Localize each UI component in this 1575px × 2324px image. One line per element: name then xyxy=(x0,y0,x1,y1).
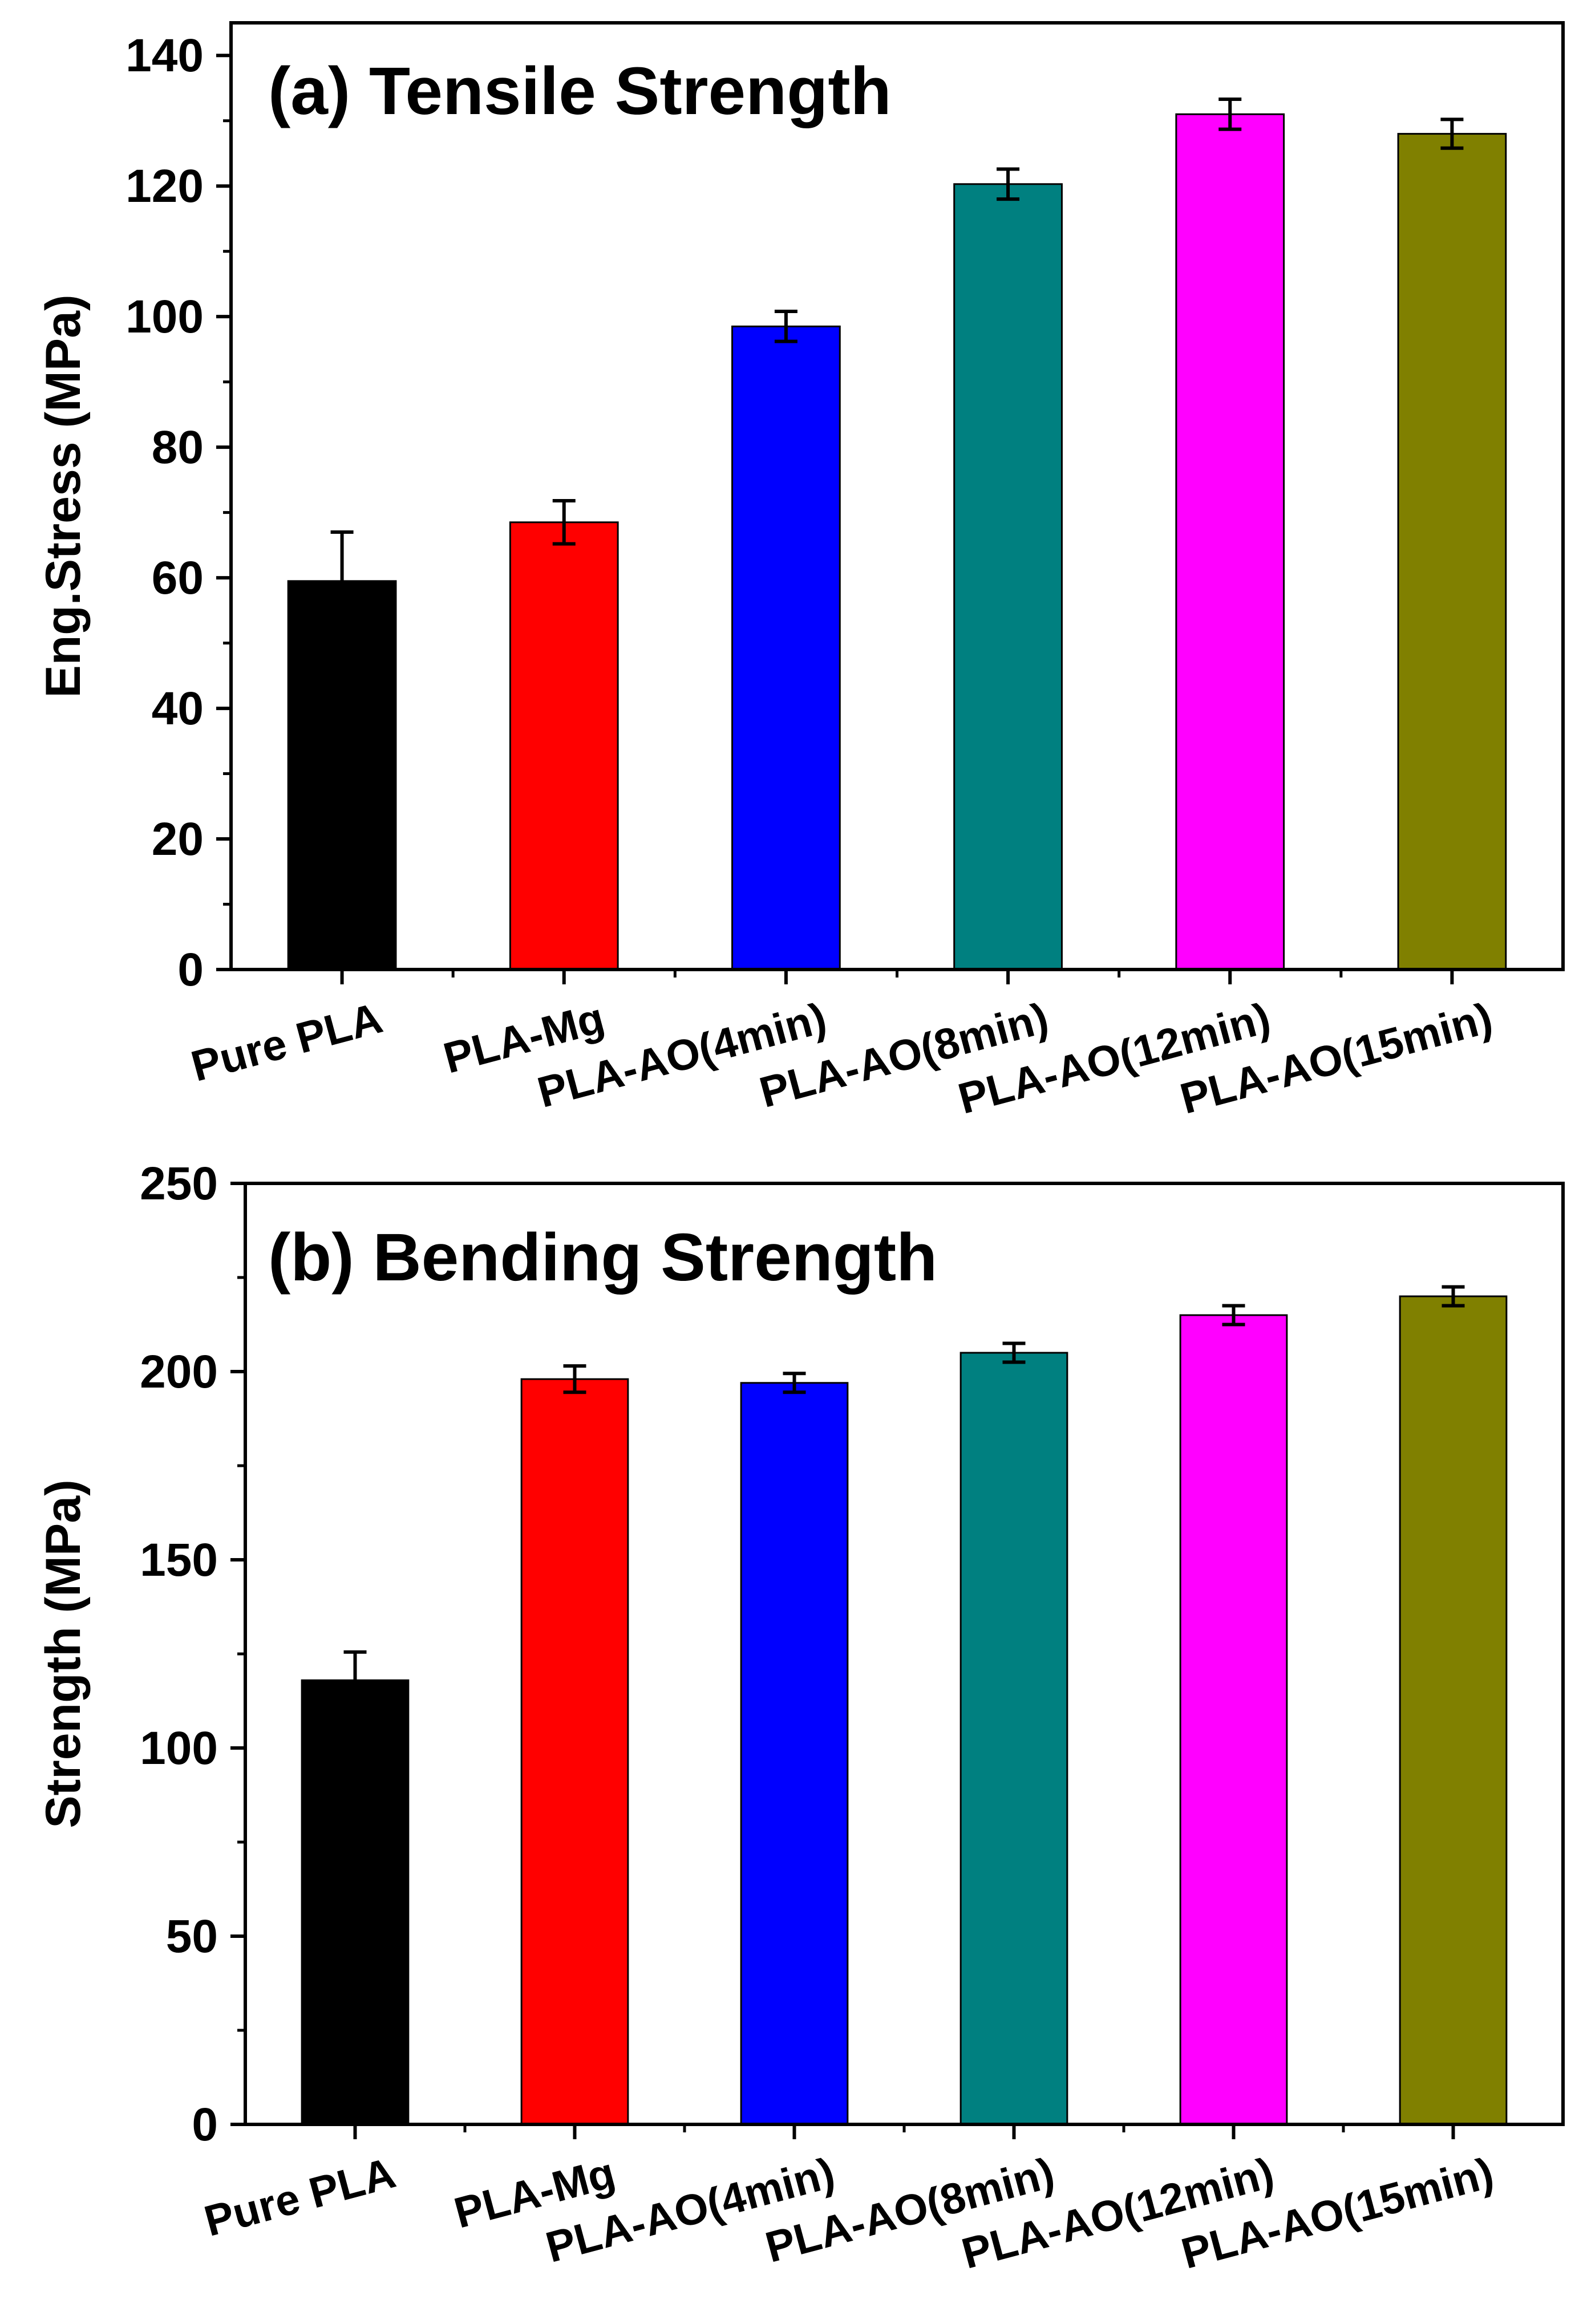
error-bar-tensile-2 xyxy=(774,310,797,343)
error-bar-bending-4 xyxy=(1222,1304,1245,1327)
bar-bending-4 xyxy=(1179,1314,1288,2126)
y-tick-label-tensile-4: 80 xyxy=(152,421,204,473)
x-tick-label-bending-0: Pure PLA xyxy=(199,2148,400,2246)
x-tick-label-tensile-0: Pure PLA xyxy=(187,993,387,1091)
bar-bending-0 xyxy=(301,1679,410,2126)
error-bar-tensile-0 xyxy=(330,530,354,632)
bar-bending-5 xyxy=(1399,1295,1508,2126)
y-tick-label-bending-1: 50 xyxy=(166,1911,218,1962)
error-bar-bending-3 xyxy=(1002,1341,1026,1364)
bar-tensile-4 xyxy=(1175,113,1285,971)
bar-tensile-1 xyxy=(509,521,619,971)
y-tick-label-bending-4: 200 xyxy=(140,1346,218,1398)
bar-tensile-5 xyxy=(1397,133,1507,971)
error-bar-bending-5 xyxy=(1442,1285,1465,1308)
bar-tensile-0 xyxy=(287,580,397,971)
error-bar-tensile-5 xyxy=(1440,117,1464,150)
y-tick-label-tensile-5: 100 xyxy=(125,291,204,343)
y-tick-label-bending-5: 250 xyxy=(140,1158,218,1210)
bar-bending-3 xyxy=(959,1352,1068,2126)
y-tick-label-tensile-6: 120 xyxy=(125,160,204,212)
error-bar-tensile-1 xyxy=(552,499,576,546)
bar-tensile-3 xyxy=(953,183,1063,971)
error-bar-bending-2 xyxy=(783,1372,806,1394)
y-tick-label-bending-2: 100 xyxy=(140,1722,218,1774)
y-tick-label-bending-3: 150 xyxy=(140,1534,218,1586)
y-tick-label-tensile-2: 40 xyxy=(152,683,204,735)
chart-title-tensile: (a) Tensile Strength xyxy=(268,54,892,129)
y-axis-label-bending: Strength (MPa) xyxy=(36,1479,91,1828)
chart-title-bending: (b) Bending Strength xyxy=(268,1220,937,1295)
bar-tensile-2 xyxy=(731,325,841,971)
error-bar-bending-0 xyxy=(343,1650,367,1710)
plot-frame-bending xyxy=(244,1182,1565,2126)
error-bar-tensile-4 xyxy=(1218,97,1242,131)
error-bar-bending-1 xyxy=(563,1364,586,1394)
error-bar-tensile-3 xyxy=(997,167,1020,201)
y-tick-label-bending-0: 0 xyxy=(192,2099,218,2151)
y-tick-label-tensile-7: 140 xyxy=(125,30,204,82)
bar-bending-2 xyxy=(740,1382,849,2126)
y-tick-label-tensile-0: 0 xyxy=(177,944,204,996)
y-tick-label-tensile-3: 60 xyxy=(152,552,204,604)
y-tick-label-tensile-1: 20 xyxy=(152,813,204,865)
y-axis-label-tensile: Eng.Stress (MPa) xyxy=(36,294,91,697)
plot-frame-tensile xyxy=(229,21,1565,971)
bar-bending-1 xyxy=(520,1378,629,2126)
